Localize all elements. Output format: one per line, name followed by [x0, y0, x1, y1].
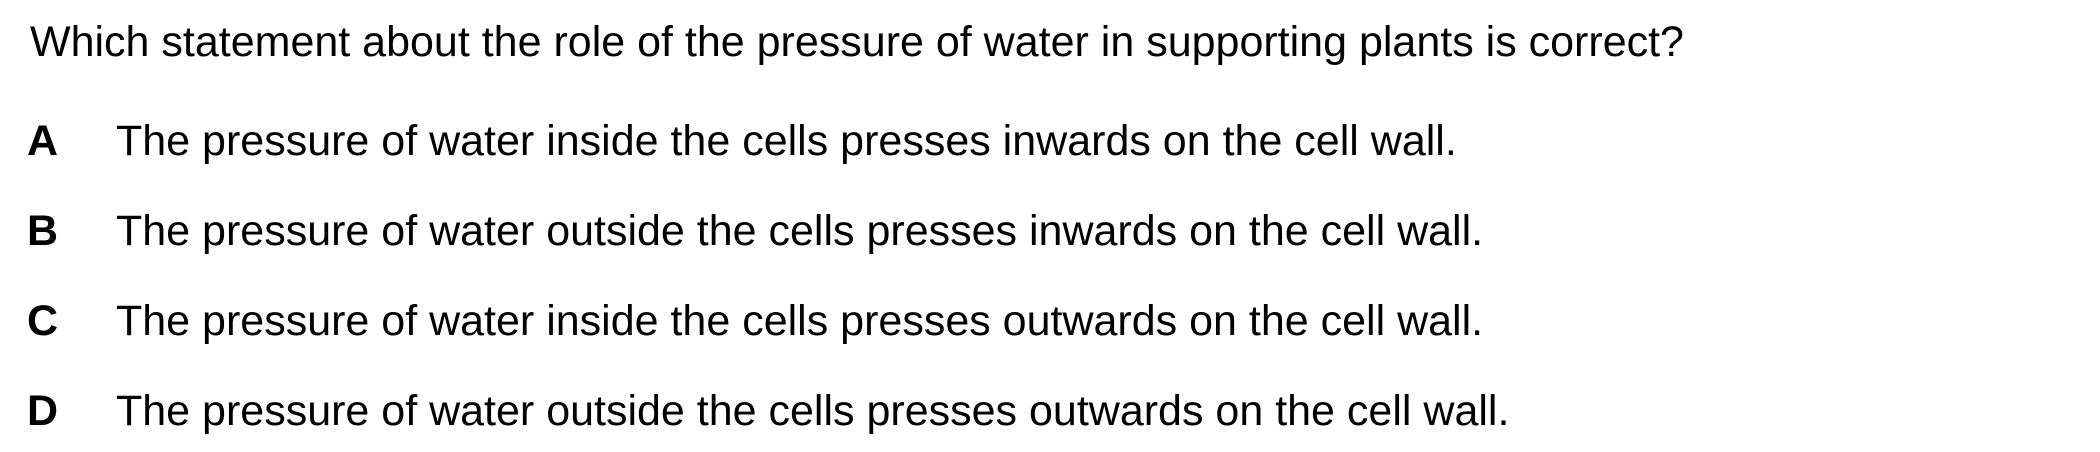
- option-letter: B: [27, 207, 59, 255]
- option-letter: A: [27, 117, 59, 165]
- option-b: B The pressure of water outside the cell…: [0, 203, 2100, 259]
- question-text: Which statement about the role of the pr…: [30, 18, 1684, 66]
- option-text: The pressure of water inside the cells p…: [116, 297, 1484, 345]
- option-d: D The pressure of water outside the cell…: [0, 383, 2100, 439]
- option-text: The pressure of water outside the cells …: [116, 207, 1484, 255]
- option-text: The pressure of water inside the cells p…: [116, 117, 1457, 165]
- option-c: C The pressure of water inside the cells…: [0, 293, 2100, 349]
- option-letter: D: [27, 387, 59, 435]
- option-a: A The pressure of water inside the cells…: [0, 113, 2100, 169]
- option-letter: C: [27, 297, 59, 345]
- option-text: The pressure of water outside the cells …: [116, 387, 1510, 435]
